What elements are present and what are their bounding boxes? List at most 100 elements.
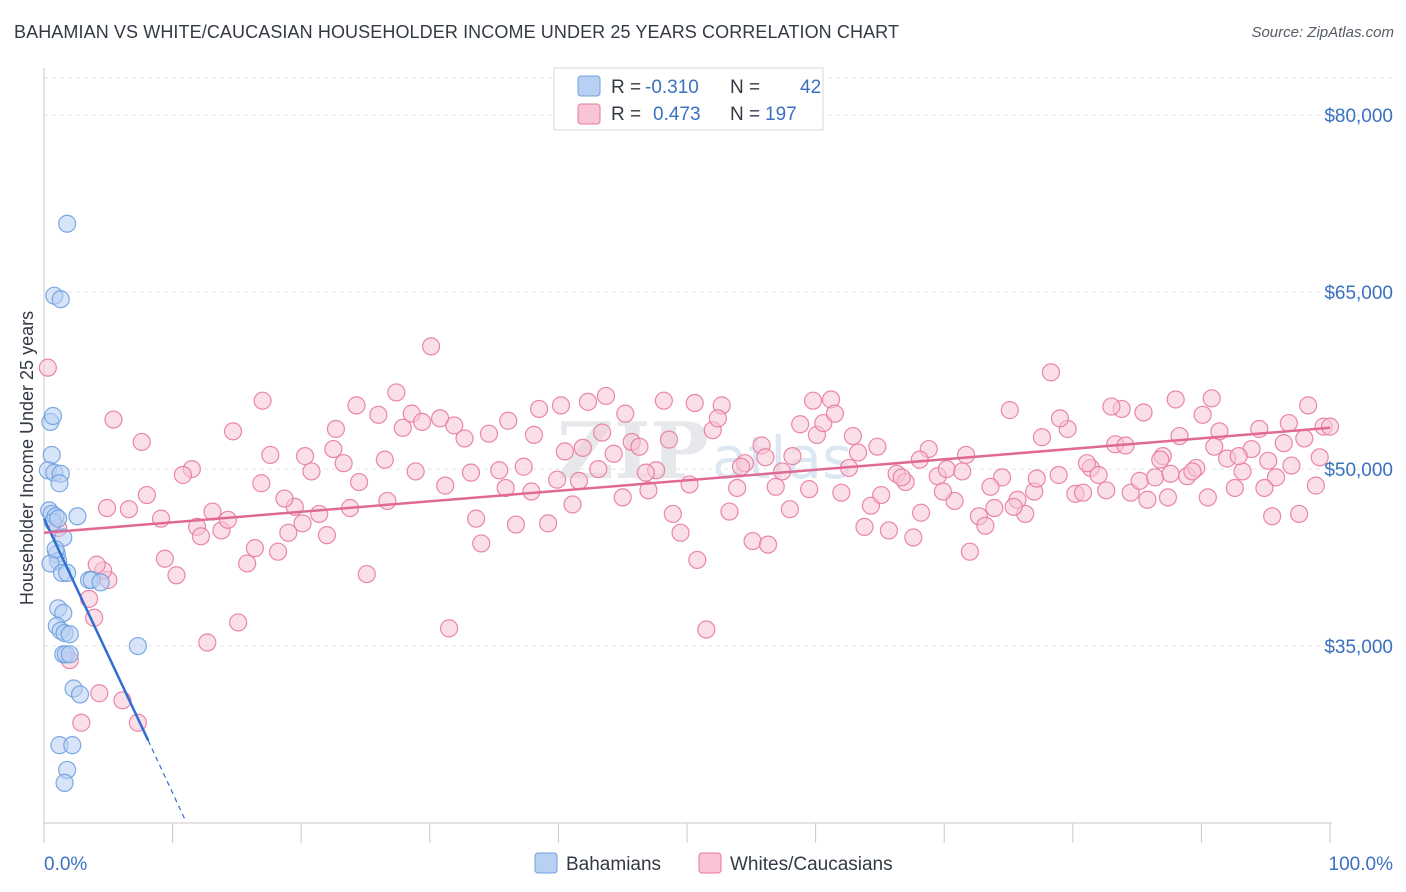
white-point-84	[743, 531, 762, 551]
white-point-95	[832, 483, 851, 502]
white-point-193	[593, 423, 612, 442]
white-point-203	[324, 439, 343, 459]
white-point-171	[1102, 397, 1121, 416]
white-point-188	[708, 409, 727, 428]
white-point-163	[1279, 413, 1298, 433]
white-point-63	[569, 471, 589, 490]
white-point-65	[589, 459, 608, 479]
bahamian-point-34	[60, 645, 79, 664]
white-point-158	[1151, 450, 1170, 469]
white-point-122	[1049, 465, 1068, 485]
white-point-152	[1290, 504, 1309, 524]
white-point-116	[1000, 401, 1019, 420]
white-point-137	[1170, 426, 1189, 446]
bahamian-point-36	[70, 685, 90, 704]
bahamian-point-15	[68, 507, 87, 526]
white-point-42	[393, 418, 412, 437]
white-point-192	[616, 404, 635, 423]
bottom-legend: Bahamians Whites/Caucasians	[534, 852, 893, 875]
white-point-21	[218, 510, 237, 529]
white-point-91	[800, 480, 819, 499]
y-axis-title: Householder Income Under 25 years	[17, 311, 37, 605]
white-point-44	[412, 412, 432, 432]
legend-n-value-1: 42	[800, 77, 821, 98]
axes	[43, 68, 1332, 843]
white-point-196	[524, 425, 544, 444]
white-point-205	[275, 489, 294, 508]
white-point-197	[496, 478, 515, 498]
x-tick-label-1: 100.0%	[1329, 854, 1394, 875]
white-point-12	[104, 410, 123, 429]
white-point-134	[1146, 468, 1165, 487]
white-point-157	[1166, 390, 1185, 409]
bottom-legend-swatch-bahamians	[534, 852, 558, 874]
white-point-28	[279, 523, 298, 542]
white-point-74	[663, 504, 682, 524]
bahamian-trend-extension	[147, 740, 187, 821]
white-point-209	[173, 465, 192, 485]
white-point-170	[1134, 403, 1153, 422]
white-point-0	[38, 358, 57, 377]
white-point-86	[758, 535, 778, 554]
white-point-45	[421, 337, 441, 356]
white-point-153	[1299, 396, 1318, 415]
white-point-195	[551, 396, 571, 415]
y-tick-label-1: $50,000	[1324, 460, 1393, 481]
white-point-164	[1295, 429, 1314, 448]
white-point-26	[261, 445, 280, 465]
white-point-178	[933, 482, 953, 501]
white-point-89	[783, 447, 802, 466]
white-point-61	[555, 442, 574, 461]
legend-swatch-bahamians	[577, 75, 601, 97]
white-point-60	[548, 470, 567, 489]
trend-lines	[42, 426, 1331, 821]
white-point-191	[636, 463, 655, 482]
white-point-211	[137, 485, 156, 505]
white-point-97	[848, 443, 868, 462]
legend-n-value-2: 197	[765, 104, 797, 125]
x-tick-label-0: 0.0%	[44, 854, 87, 875]
white-point-82	[728, 478, 747, 498]
white-point-15	[167, 566, 186, 585]
white-point-87	[766, 477, 785, 496]
white-point-105	[911, 503, 931, 522]
white-point-121	[1041, 363, 1061, 382]
white-point-183	[825, 404, 844, 423]
bahamian-point-0	[58, 214, 77, 233]
bottom-legend-swatch-whites	[698, 852, 722, 874]
white-point-151	[1282, 456, 1301, 475]
white-point-24	[245, 539, 265, 558]
white-point-173	[1050, 409, 1070, 428]
legend-r-label-1: R =	[611, 77, 641, 98]
white-point-70	[630, 437, 649, 456]
bahamian-point-5	[42, 445, 61, 465]
white-point-141	[1202, 389, 1221, 408]
white-point-180	[892, 468, 911, 487]
bahamian-point-30	[60, 625, 79, 644]
legend-n-label-2: N =	[730, 104, 760, 125]
white-point-7	[72, 713, 91, 732]
white-point-22	[229, 613, 248, 632]
white-point-59	[539, 514, 558, 533]
white-point-62	[563, 495, 582, 514]
white-point-184	[803, 391, 823, 410]
white-trend-line	[43, 426, 1331, 535]
white-point-201	[378, 491, 397, 511]
watermark: ZIPatlas	[557, 406, 852, 497]
white-point-190	[659, 430, 679, 449]
white-point-66	[596, 386, 616, 406]
white-point-41	[387, 383, 406, 402]
white-point-73	[654, 391, 673, 410]
white-point-186	[756, 448, 775, 467]
white-point-37	[349, 472, 369, 492]
white-point-167	[1205, 437, 1224, 456]
white-point-133	[1138, 490, 1157, 509]
y-tick-label-0: $35,000	[1324, 637, 1393, 658]
white-point-38	[357, 564, 376, 584]
white-point-71	[639, 481, 658, 500]
white-point-51	[472, 534, 491, 553]
x-tick-labels: 0.0% 100.0%	[44, 854, 1393, 875]
y-tick-label-2: $65,000	[1324, 283, 1393, 304]
white-point-198	[466, 509, 486, 528]
bahamian-point-40	[55, 773, 74, 792]
